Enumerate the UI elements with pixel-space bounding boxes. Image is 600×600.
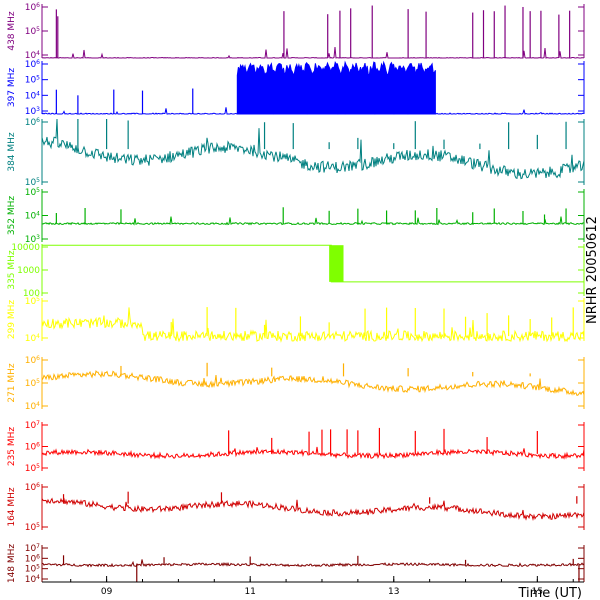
- y-tick-label: 107: [25, 420, 40, 432]
- y-tick-label: 104: [25, 574, 40, 586]
- panel-frequency-label: 335 MHz: [7, 250, 17, 290]
- y-tick-label: 104: [25, 90, 40, 102]
- y-tick-label: 105: [25, 187, 40, 199]
- panel-frequency-label: 164 MHz: [7, 487, 17, 527]
- panel-384-mhz: 106 105 384 MHz: [7, 117, 585, 189]
- y-tick-label: 105: [25, 563, 40, 575]
- panel-299-mhz: 105 104 299 MHz: [7, 296, 585, 345]
- series-line: [41, 47, 585, 59]
- series-line: [42, 244, 584, 283]
- y-tick-label: 105: [25, 378, 40, 390]
- panel-frequency-label: 235 MHz: [7, 427, 17, 467]
- y-tick-label: 105: [25, 463, 40, 475]
- x-tick-label: 09: [101, 587, 113, 597]
- panel-164-mhz: 106 105 164 MHz: [7, 482, 585, 534]
- x-axis: 09 11 13 15: [42, 576, 584, 597]
- series-line: [41, 559, 585, 568]
- y-tick-label: 106: [25, 441, 40, 453]
- x-axis-label: Time (UT): [517, 586, 582, 600]
- panel-frequency-label: 384 MHz: [7, 132, 17, 172]
- y-tick-label: 104: [25, 333, 40, 345]
- y-tick-label: 10000: [11, 243, 40, 253]
- y-tick-label: 104: [25, 50, 40, 62]
- y-tick-label: 106: [25, 355, 40, 367]
- y-tick-label: 105: [25, 74, 40, 86]
- y-tick-label: 104: [25, 210, 40, 222]
- panel-frequency-label: 397 MHz: [7, 68, 17, 108]
- y-tick-label: 106: [25, 117, 40, 129]
- panel-397-mhz: 106 105 104 103 397 MHz: [7, 59, 585, 118]
- y-tick-label: 104: [25, 401, 40, 413]
- series-line: [41, 216, 585, 226]
- series-line: [41, 497, 585, 521]
- panel-235-mhz: 107 106 105 235 MHz: [7, 420, 585, 475]
- panel-frequency-label: 438 MHz: [7, 11, 17, 51]
- y-tick-label: 106: [25, 2, 40, 14]
- panel-335-mhz: 10000 1000 100 335 MHz: [7, 243, 585, 299]
- burst-block: [329, 245, 344, 282]
- y-tick-label: 103: [25, 106, 40, 118]
- series-line: [41, 370, 585, 397]
- series-line: [41, 307, 585, 343]
- side-title: NRHR 20050612: [585, 216, 600, 324]
- panel-438-mhz: 106 105 104 438 MHz: [7, 2, 585, 62]
- series-line: [41, 446, 585, 460]
- y-tick-label: 105: [25, 296, 40, 308]
- y-tick-label: 107: [25, 543, 40, 555]
- panel-352-mhz: 105 104 103 352 MHz: [7, 187, 585, 246]
- y-tick-label: 105: [25, 522, 40, 534]
- panel-271-mhz: 106 105 104 271 MHz: [7, 355, 585, 413]
- y-tick-label: 106: [25, 553, 40, 565]
- y-tick-label: 1000: [17, 266, 40, 276]
- y-tick-label: 106: [25, 59, 40, 71]
- panel-frequency-label: 148 MHz: [7, 544, 17, 584]
- panel-frequency-label: 352 MHz: [7, 196, 17, 236]
- interference-band: [236, 60, 436, 115]
- x-tick-label: 11: [244, 587, 255, 597]
- y-tick-label: 106: [25, 482, 40, 494]
- series-line: [41, 118, 585, 180]
- y-tick-label: 100: [23, 289, 40, 299]
- y-tick-label: 103: [25, 234, 40, 246]
- x-tick-label: 15: [532, 587, 543, 597]
- panel-frequency-label: 299 MHz: [7, 300, 17, 340]
- y-tick-label: 105: [25, 177, 40, 189]
- x-tick-label: 13: [388, 587, 399, 597]
- y-tick-label: 105: [25, 26, 40, 38]
- panel-frequency-label: 271 MHz: [7, 363, 17, 403]
